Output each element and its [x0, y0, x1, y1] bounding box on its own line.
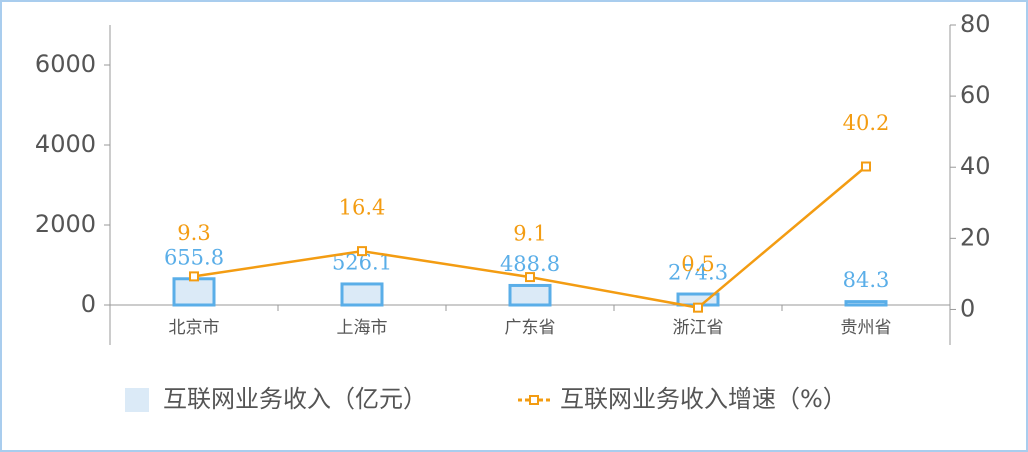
bar-value-label: 84.3: [843, 268, 890, 292]
y2-tick-label: 40: [960, 152, 991, 180]
bar-value-label: 655.8: [164, 245, 224, 269]
x-tick-label: 北京市: [169, 318, 220, 338]
line-marker: [861, 161, 871, 172]
line-value-label: 0.5: [681, 252, 714, 276]
y2-tick-label: 20: [960, 223, 991, 251]
bar: [844, 300, 888, 307]
bar-value-label: 488.8: [500, 252, 560, 276]
line-marker: [357, 246, 367, 257]
y-tick-label: 4000: [35, 130, 96, 158]
y2-tick-label: 80: [960, 10, 991, 38]
legend-label: 互联网业务收入增速（%）: [560, 385, 847, 413]
y2-tick-label: 0: [960, 294, 975, 322]
line-value-label: 16.4: [339, 196, 386, 220]
legend-label: 互联网业务收入（亿元）: [163, 385, 427, 413]
bar-value-label: 274.3: [668, 261, 728, 285]
legend-swatch-marker: [529, 395, 539, 405]
x-tick-label: 广东省: [505, 318, 556, 338]
line-marker: [189, 271, 199, 282]
y-tick-label: 2000: [35, 210, 96, 238]
x-tick-label: 浙江省: [673, 318, 724, 338]
y2-tick-label: 60: [960, 81, 991, 109]
x-tick-label: 上海市: [337, 318, 388, 338]
bar: [340, 282, 384, 307]
x-tick-label: 贵州省: [841, 318, 892, 338]
line-value-label: 9.3: [177, 221, 210, 245]
line-value-label: 40.2: [843, 111, 890, 135]
y-tick-label: 0: [81, 290, 96, 318]
bar: [508, 283, 552, 307]
line-marker: [525, 272, 535, 283]
y-tick-label: 6000: [35, 50, 96, 78]
line-marker: [693, 302, 703, 313]
legend-swatch: [125, 388, 149, 412]
line-value-label: 9.1: [513, 222, 546, 246]
bar: [172, 277, 216, 307]
